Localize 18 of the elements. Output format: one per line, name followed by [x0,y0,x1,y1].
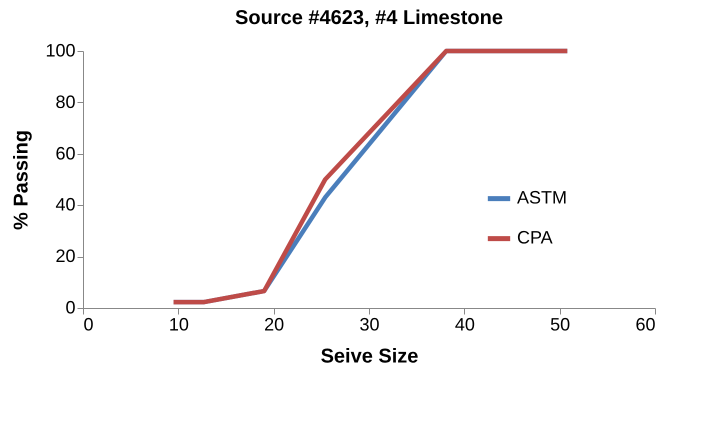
x-tick-label: 60 [635,314,656,334]
y-tick-label: 40 [55,194,76,215]
y-tick-label: 80 [55,92,76,112]
y-tick-label: 60 [55,143,76,164]
y-tick-label: 20 [55,246,76,266]
x-tick-label: 40 [454,314,475,334]
y-axis-title: % Passing [10,130,32,230]
legend-label: CPA [517,228,553,248]
x-tick-label: 0 [84,314,94,334]
legend-label: ASTM [517,188,568,208]
y-tick-label: 0 [65,298,76,318]
x-tick-label: 50 [550,314,570,334]
x-tick-label: 20 [264,314,284,334]
y-tick-label: 100 [45,40,76,60]
x-tick-label: 30 [359,314,380,334]
x-axis-title: Seive Size [320,346,418,368]
chart-title: Source #4623, #4 Limestone [235,7,503,29]
x-tick-label: 10 [168,314,189,334]
